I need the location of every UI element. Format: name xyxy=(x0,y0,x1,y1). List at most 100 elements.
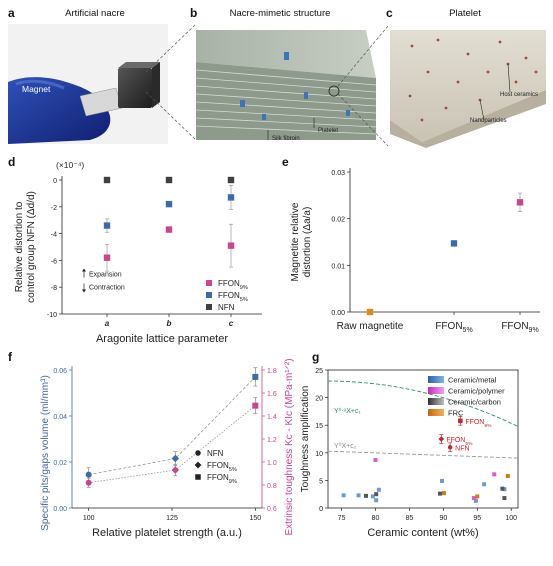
y-tick-label: 0 xyxy=(53,178,57,185)
point-frc-0 xyxy=(442,491,447,496)
y-tick-label: 0.01 xyxy=(331,263,345,270)
x-tick-label: 150 xyxy=(249,515,261,522)
right-tick-label: 1.8 xyxy=(267,368,277,375)
nanoparticles-label: Nanoparticles xyxy=(470,118,507,124)
point-FFON9% xyxy=(516,199,524,206)
x-tick-label: 80 xyxy=(372,515,380,522)
y-axis-title-0: Relative distortion to xyxy=(14,201,25,292)
point-ceramicmetal-3 xyxy=(370,494,375,499)
point-ceramicpolymer-2 xyxy=(492,472,497,477)
point-thiswork-2 xyxy=(447,445,453,450)
legend-marker-2 xyxy=(195,474,201,480)
point-NFN-c xyxy=(227,176,235,184)
y-axis-title-1: control group NFN (Δd/d) xyxy=(26,191,37,303)
x-tick-label: 100 xyxy=(83,515,95,522)
left-tick-label: 0.06 xyxy=(53,368,67,375)
y-axis-title-0: Magnetite relative xyxy=(290,202,301,281)
platelet-label: Platelet xyxy=(318,128,339,134)
left-tick-label: 0.00 xyxy=(53,506,67,513)
panel-e-label: e xyxy=(282,155,289,169)
series-line-0 xyxy=(88,376,256,475)
y-tick-label: 0.03 xyxy=(331,170,345,177)
y-axis-title-1: distortion (Δa/a) xyxy=(302,207,313,278)
point-label-0: FFON9% xyxy=(465,419,492,429)
platelet-render xyxy=(388,24,548,148)
legend-swatch-2 xyxy=(428,398,444,405)
fit-curve-2 xyxy=(327,450,519,459)
point-s0-150 xyxy=(252,373,259,380)
point-s1-150 xyxy=(252,402,259,409)
y-tick-label: 0 xyxy=(319,506,323,513)
legend-label-NFN: NFN xyxy=(218,303,235,312)
left-tick-label: 0.02 xyxy=(53,460,67,467)
contraction-label: Contraction xyxy=(89,285,125,292)
y-axis-title: Toughness amplification xyxy=(300,386,311,493)
panel-f-label: f xyxy=(8,350,12,364)
legend-marker-FFON9% xyxy=(206,280,212,286)
point-s0-100 xyxy=(85,471,92,478)
y-tick-label: -2 xyxy=(51,205,57,212)
panel-c-label: c xyxy=(386,6,393,20)
legend-marker-0 xyxy=(195,450,201,456)
y-tick-label: -8 xyxy=(51,285,57,292)
legend-swatch-0 xyxy=(428,376,444,383)
panel-g-label: g xyxy=(312,350,320,364)
point-ceramicmetal-7 xyxy=(502,487,507,492)
point-ceramicmetal-8 xyxy=(473,498,478,503)
point-Raw magnetite xyxy=(366,308,374,316)
expansion-arrowhead xyxy=(82,268,86,272)
right-tick-label: 1.4 xyxy=(267,414,277,421)
y-tick-label: -4 xyxy=(51,232,57,239)
y-tick-label: -6 xyxy=(51,258,57,265)
legend-label-FFON5%: FFON5% xyxy=(218,291,248,303)
y-tick-label: -10 xyxy=(47,312,57,319)
y-tick-label: 15 xyxy=(315,423,323,430)
host-ceramics-label: Host ceramics xyxy=(500,92,539,98)
point-FFON9%-a xyxy=(103,254,111,261)
panel-b-label: b xyxy=(190,6,198,20)
magnet-label: Magnet xyxy=(22,84,51,94)
legend-label-3: FRC xyxy=(448,409,464,418)
point-ceramiccarbon-2 xyxy=(437,491,442,496)
point-ceramicpolymer-1 xyxy=(471,496,476,501)
x-tick-label-c: c xyxy=(229,319,234,328)
right-tick-label: 1.6 xyxy=(267,391,277,398)
point-s1-100 xyxy=(85,479,92,486)
legend-marker-FFON5% xyxy=(206,292,212,298)
x-tick-label-0: Raw magnetite xyxy=(337,321,404,332)
point-ceramiccarbon-0 xyxy=(364,493,368,498)
point-ceramicmetal-1 xyxy=(356,493,361,498)
x-tick-label-2: FFON9% xyxy=(501,321,538,334)
x-tick-label: 95 xyxy=(473,515,481,522)
point-thiswork-0 xyxy=(458,418,463,424)
panel-a-label: a xyxy=(8,6,15,20)
right-tick-label: 0.6 xyxy=(267,506,277,513)
x-tick-label-1: FFON5% xyxy=(435,321,472,334)
x-axis-title: Aragonite lattice parameter xyxy=(96,333,228,345)
point-label-2: NFN xyxy=(455,445,469,452)
y-tick-label: 10 xyxy=(315,451,323,458)
panel-d-label: d xyxy=(8,155,16,169)
contraction-arrowhead xyxy=(82,289,86,293)
legend-label-FFON9%: FFON9% xyxy=(218,279,248,291)
point-FFON9%-c xyxy=(227,242,235,249)
point-ceramicpolymer-0 xyxy=(373,457,378,462)
x-tick-label: 100 xyxy=(505,515,517,522)
x-axis-title: Relative platelet strength (a.u.) xyxy=(92,527,242,539)
legend-swatch-3 xyxy=(428,409,444,416)
point-ceramiccarbon-1 xyxy=(374,492,379,497)
point-FFON9%-b xyxy=(165,226,173,233)
x-tick-label: 125 xyxy=(166,515,178,522)
point-frc-1 xyxy=(505,473,510,478)
curve-label-1: Y⁰ᐧ⁹X+c₁ xyxy=(334,407,362,415)
point-label-1: FFON5% xyxy=(446,437,473,447)
point-ceramicmetal-6 xyxy=(482,482,487,487)
legend-label-2: FFON9% xyxy=(207,473,237,485)
fit-curve-1 xyxy=(327,380,519,427)
silk-fibroin-label: Silk fibroin xyxy=(272,136,300,142)
panel-b-title: Nacre-mimetic structure xyxy=(229,8,331,19)
point-thiswork-1 xyxy=(438,436,445,442)
y-tick-label: 5 xyxy=(319,478,323,485)
chart-g-toughness-amplification: 0 5 10 15 20 25 75 80 85 90 95 100 Ceramic content (… xyxy=(300,368,519,539)
